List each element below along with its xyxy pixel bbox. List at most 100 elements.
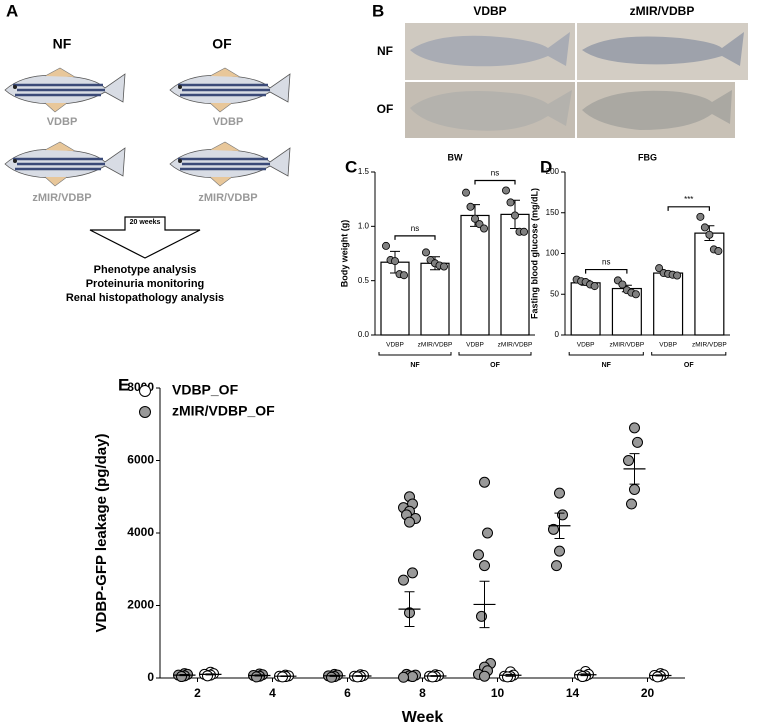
error-bar: [280, 675, 291, 678]
bar: [653, 272, 684, 336]
data-point: [520, 227, 529, 236]
fish-illustration: [3, 140, 127, 188]
chart-title: BW: [448, 152, 463, 162]
fish-photo: [410, 32, 570, 67]
error-bar: [629, 453, 640, 485]
data-point: [655, 264, 664, 273]
y-tick-label: 0: [147, 670, 154, 684]
fish-label: VDBP: [47, 116, 78, 128]
y-axis-label: Body weight (g): [339, 220, 349, 288]
x-tick-label: 2: [194, 686, 201, 700]
data-point: [407, 567, 418, 579]
error-bar: [479, 580, 490, 629]
x-tick-label: 8: [419, 686, 426, 700]
x-tick-label: 4: [269, 686, 276, 700]
data-point: [407, 671, 418, 683]
data-point: [479, 560, 490, 572]
data-point: [506, 198, 515, 207]
x-tick-label: 20: [641, 686, 655, 700]
significance-bracket: [667, 206, 710, 211]
data-point: [479, 670, 490, 682]
data-point: [176, 671, 187, 683]
data-point: [482, 527, 493, 539]
data-point: [479, 476, 490, 488]
data-point: [381, 241, 390, 250]
x-tick-label: zMIR/VDBP: [418, 342, 453, 349]
data-point: [696, 212, 705, 221]
bar: [460, 214, 490, 336]
fish-label: zMIR/VDBP: [32, 192, 91, 204]
y-axis-label: VDBP-GFP leakage (pg/day): [93, 434, 110, 633]
error-bar: [430, 675, 441, 677]
group-bracket: [651, 352, 727, 356]
chart-title: FBG: [638, 152, 657, 162]
y-tick-label: 2000: [127, 598, 154, 612]
column-label: VDBP: [473, 4, 506, 18]
data-point: [439, 262, 448, 271]
arrow-text: 20 weeks: [129, 219, 161, 226]
legend-label: zMIR/VDBP_OF: [172, 403, 275, 419]
data-point: [470, 214, 479, 223]
data-point: [479, 224, 488, 233]
error-bar: [329, 674, 340, 677]
error-bar: [179, 674, 190, 677]
group-label: NF: [410, 362, 420, 369]
x-tick-label: VDBP: [466, 342, 484, 349]
legend-marker: [139, 385, 151, 397]
x-tick-label: zMIR/VDBP: [610, 342, 645, 349]
row-label: OF: [377, 102, 394, 116]
x-axis-label: Week: [402, 709, 444, 726]
group-bracket: [378, 352, 452, 356]
data-point: [652, 671, 663, 683]
bar: [420, 262, 450, 336]
data-point: [326, 671, 337, 683]
significance-bracket: [394, 235, 436, 240]
significance-label: ns: [411, 224, 419, 233]
group-bracket: [458, 352, 532, 356]
y-tick-label: 200: [546, 167, 560, 176]
y-tick-label: 4000: [127, 525, 154, 539]
error-bar: [404, 591, 415, 628]
x-tick-label: zMIR/VDBP: [498, 342, 533, 349]
significance-bracket: [585, 268, 628, 274]
error-bar: [554, 512, 565, 539]
data-point: [466, 202, 475, 211]
fish-photo: [582, 32, 744, 66]
x-tick-label: VDBP: [386, 342, 404, 349]
data-point: [473, 549, 484, 561]
data-point: [251, 671, 262, 683]
data-point: [398, 671, 409, 683]
y-tick-label: 50: [550, 289, 559, 298]
data-point: [421, 248, 430, 257]
significance-label: ***: [684, 195, 693, 204]
panel-label: A: [6, 1, 18, 20]
data-point: [618, 280, 627, 289]
panel-label: B: [372, 1, 384, 20]
error-bar: [655, 674, 666, 677]
group-bracket: [568, 352, 644, 356]
data-point: [673, 271, 682, 280]
error-bar: [580, 673, 591, 677]
fish-illustration: [168, 140, 292, 188]
data-point: [352, 671, 363, 683]
y-tick-label: 0.5: [358, 276, 370, 285]
error-bar: [355, 675, 366, 677]
data-point: [404, 516, 415, 528]
fish-illustration: [168, 66, 292, 114]
data-point: [632, 436, 643, 448]
data-point: [705, 230, 714, 239]
group-label: OF: [490, 362, 500, 369]
significance-label: ns: [491, 169, 499, 178]
data-point: [554, 487, 565, 499]
row-label: NF: [377, 44, 393, 58]
y-tick-label: 0: [555, 330, 560, 339]
analysis: Proteinuria monitoring: [86, 278, 205, 290]
data-point: [501, 186, 510, 195]
diet-label: OF: [212, 36, 232, 52]
data-point: [714, 247, 723, 256]
bar: [570, 282, 601, 336]
x-tick-label: 14: [566, 686, 580, 700]
fish-label: VDBP: [213, 116, 244, 128]
data-point: [548, 523, 559, 535]
